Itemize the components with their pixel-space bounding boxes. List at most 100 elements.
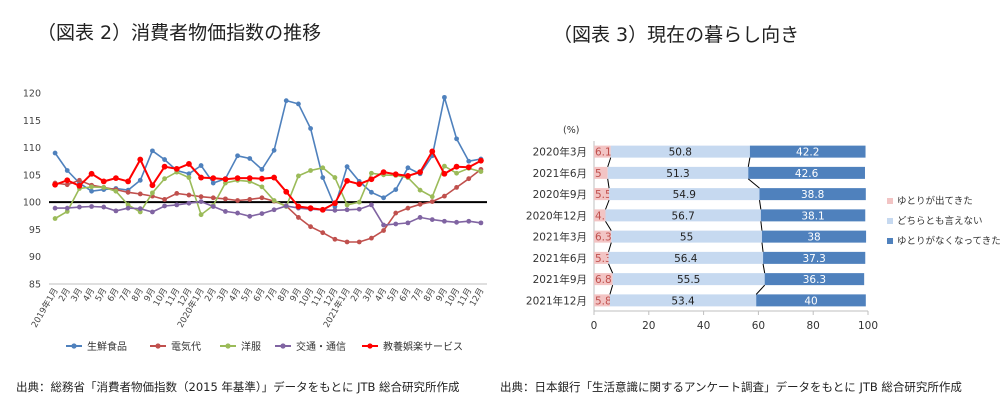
data-point [405, 220, 411, 226]
x-tick-label: 20 [642, 320, 655, 332]
data-point [478, 220, 484, 226]
data-point [125, 178, 131, 185]
data-label: 6.8 [595, 274, 612, 286]
data-label: 5.8 [595, 295, 612, 307]
data-point [52, 205, 58, 211]
legend-label: どちらとも言えない [897, 215, 983, 227]
data-point [186, 171, 192, 177]
data-label: 42.6 [795, 168, 819, 180]
data-point [466, 218, 472, 224]
legend-swatch-marker [280, 343, 286, 349]
x-tick-label: 100 [858, 320, 878, 332]
y-tick-label: 85 [29, 280, 41, 291]
data-point [344, 164, 350, 170]
data-point [162, 176, 167, 182]
data-point [89, 204, 94, 209]
legend-swatch-marker [367, 343, 373, 349]
legend-swatch [887, 218, 893, 224]
data-point [307, 205, 314, 212]
x-tick-label: 60 [752, 320, 765, 332]
data-point [453, 163, 460, 170]
data-point [101, 185, 107, 190]
data-point [173, 165, 180, 172]
data-point [100, 178, 107, 185]
bar-segment [594, 166, 608, 179]
data-point [295, 203, 302, 210]
data-label: 38.8 [801, 189, 824, 201]
data-point [369, 189, 374, 195]
data-point [77, 204, 82, 210]
data-point [137, 177, 143, 183]
data-label: 56.7 [671, 210, 694, 222]
series-connector [605, 199, 610, 210]
data-point [162, 157, 167, 162]
data-label: 6.1 [595, 147, 612, 159]
x-tick-label: 0 [591, 320, 598, 332]
data-point [368, 176, 375, 183]
data-point [271, 174, 277, 181]
data-point [380, 169, 387, 176]
data-point [89, 184, 94, 190]
y-tick-label: 95 [29, 225, 41, 236]
data-point [442, 193, 447, 199]
data-point [52, 216, 58, 221]
data-point [417, 169, 423, 176]
data-point [369, 235, 374, 241]
category-label: 2021年6月 [533, 167, 587, 180]
bar-segment [608, 251, 764, 264]
data-point [442, 163, 447, 169]
legend-swatch-marker [225, 343, 231, 349]
data-label: 36.3 [803, 274, 826, 286]
data-label: 51.3 [666, 168, 689, 180]
bar-segment [609, 294, 757, 307]
series-connector [755, 284, 766, 295]
data-point [198, 194, 204, 200]
data-point [308, 168, 313, 173]
bar-segment [609, 188, 760, 201]
data-point [186, 192, 192, 198]
chart3-title: （図表 3）現在の暮らし向き [553, 24, 800, 46]
data-point [478, 157, 484, 164]
data-point [198, 174, 204, 181]
data-point [296, 101, 301, 107]
category-label: 2021年9月 [533, 273, 587, 286]
data-point [137, 206, 143, 212]
series-connector [760, 221, 763, 231]
data-point [429, 148, 436, 155]
x-tick-label: 80 [807, 320, 820, 332]
data-point [259, 184, 265, 190]
legend-label: 洋服 [241, 340, 261, 353]
data-point [174, 191, 180, 196]
data-point [198, 199, 204, 204]
data-point [429, 194, 435, 200]
data-point [442, 94, 447, 100]
legend-label: 教養娯楽サービス [383, 340, 463, 353]
category-label: 2021年3月 [533, 231, 587, 244]
legend-label: ゆとりが出てきた [897, 195, 973, 207]
data-point [186, 200, 192, 206]
data-point [198, 212, 204, 218]
data-point [344, 239, 350, 245]
data-point [247, 213, 253, 219]
series-connector [608, 263, 614, 274]
data-point [465, 164, 472, 171]
data-point [161, 163, 168, 170]
data-point [417, 215, 423, 220]
y-tick-label: 90 [29, 252, 41, 263]
data-label: 37.3 [802, 253, 825, 265]
y-tick-label: 115 [23, 116, 41, 127]
data-point [137, 156, 144, 163]
data-point [454, 185, 459, 190]
data-point [283, 98, 289, 104]
data-point [259, 167, 265, 172]
data-point [235, 153, 240, 159]
category-label: 2020年3月 [533, 146, 587, 159]
data-point [393, 221, 399, 227]
bar-segment [756, 294, 866, 307]
data-label: 40 [804, 295, 817, 307]
category-label: 2021年12月 [526, 294, 587, 307]
series-connector [747, 157, 751, 167]
series-connector [747, 178, 760, 189]
data-point [259, 175, 265, 182]
data-point [234, 175, 241, 182]
